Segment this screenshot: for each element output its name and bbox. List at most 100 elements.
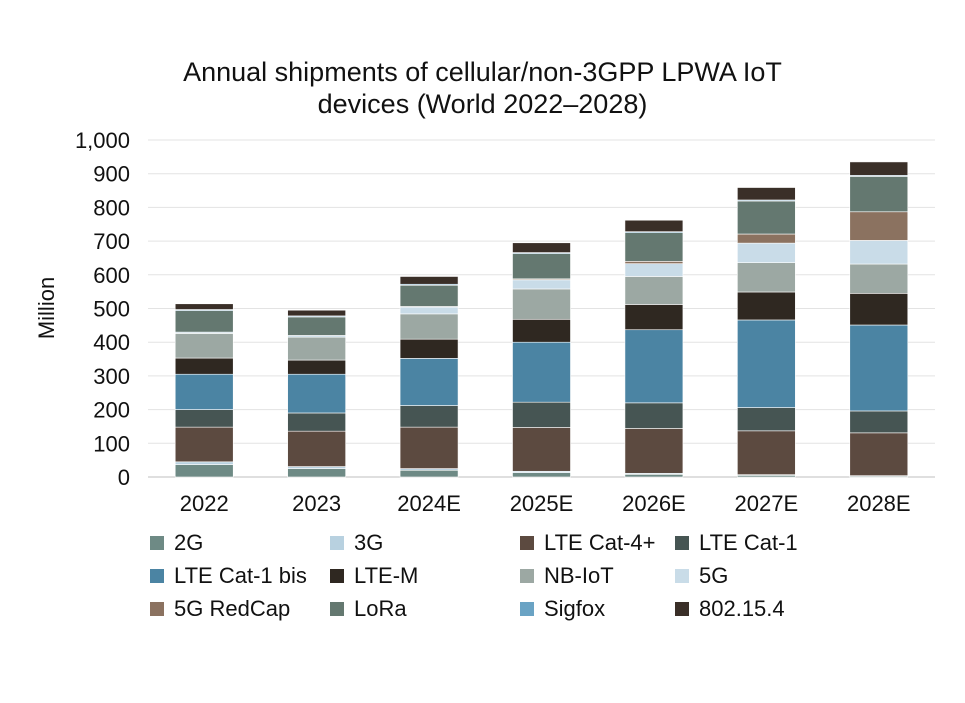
legend-swatch — [675, 536, 689, 550]
legend-swatch — [520, 602, 534, 616]
bar-segment — [849, 324, 909, 412]
bar-segment — [399, 306, 459, 315]
bar-stack-2022 — [174, 303, 234, 478]
bar-segment — [174, 426, 234, 463]
bar-segment — [624, 428, 684, 474]
bar-segment — [737, 262, 796, 293]
legend-swatch — [330, 536, 344, 550]
bar-segment — [287, 373, 346, 414]
x-tick-label: 2024E — [397, 491, 461, 516]
y-tick-label: 300 — [93, 364, 130, 389]
bar-segment — [512, 401, 571, 428]
y-tick-label: 700 — [93, 229, 130, 254]
bar-segment — [624, 304, 684, 331]
y-tick-label: 100 — [93, 431, 130, 456]
bar-segment — [624, 261, 684, 264]
y-tick-label: 600 — [93, 263, 130, 288]
y-tick-label: 800 — [93, 195, 130, 220]
x-tick-label: 2025E — [510, 491, 574, 516]
bar-segment — [849, 176, 909, 213]
y-axis-ticks: 0 100 200 300 400 500 600 700 800 900 1,000 — [75, 128, 130, 490]
bar-stack-2025E — [512, 242, 571, 478]
bar-segment — [287, 430, 346, 467]
bar-segment — [512, 242, 571, 253]
bar-segment — [849, 211, 909, 241]
legend-label: Sigfox — [544, 596, 606, 621]
bar-segment — [624, 232, 684, 262]
x-tick-label: 2023 — [292, 491, 341, 516]
bar-stack-2028E — [849, 161, 909, 478]
bar-segment — [737, 200, 796, 235]
bar-segment — [737, 430, 796, 475]
legend-item: NB-IoT — [520, 563, 614, 589]
legend-item: 3G — [330, 530, 383, 556]
bar-segment — [512, 472, 571, 478]
x-tick-label: 2026E — [622, 491, 686, 516]
bar-segment — [399, 313, 459, 340]
x-tick-label: 2028E — [847, 491, 911, 516]
bar-segment — [399, 284, 459, 307]
bar-segment — [737, 233, 796, 244]
legend-label: 802.15.4 — [699, 596, 785, 621]
bar-segment — [849, 410, 909, 434]
bar-segment — [849, 263, 909, 294]
bar-segment — [512, 253, 571, 280]
legend-label: 3G — [354, 530, 384, 555]
legend-label: NB-IoT — [544, 563, 614, 588]
bar-segment — [399, 469, 459, 478]
legend-label: LoRa — [354, 596, 407, 621]
legend-item: 5G RedCap — [150, 596, 290, 622]
legend-swatch — [675, 569, 689, 583]
bar-segment — [624, 276, 684, 305]
bar-segment — [399, 405, 459, 428]
legend-label: LTE Cat-1 bis — [174, 563, 307, 588]
legend-item: LTE Cat-1 — [675, 530, 798, 556]
bar-segment — [399, 338, 459, 359]
bar-stack-2023 — [287, 309, 346, 478]
legend-label: 2G — [174, 530, 204, 555]
legend-swatch — [675, 602, 689, 616]
legend-label: 5G RedCap — [174, 596, 291, 621]
legend-swatch — [150, 569, 164, 583]
legend-item: LoRa — [330, 596, 407, 622]
legend-item: LTE-M — [330, 563, 418, 589]
x-tick-label: 2022 — [180, 491, 229, 516]
legend-swatch — [330, 602, 344, 616]
bar-segment — [287, 466, 346, 469]
bar-segment — [174, 303, 234, 310]
legend-swatch — [330, 569, 344, 583]
bar-segment — [174, 357, 234, 375]
bar-segment — [849, 293, 909, 326]
y-tick-label: 200 — [93, 398, 130, 423]
bar-segment — [849, 240, 909, 265]
bar-segment — [624, 329, 684, 404]
x-tick-label: 2027E — [735, 491, 799, 516]
y-tick-label: 1,000 — [75, 128, 130, 153]
bar-segment — [512, 288, 571, 320]
legend-item: LTE Cat-4+ — [520, 530, 655, 556]
bar-segment — [849, 161, 909, 176]
bar-segment — [287, 336, 346, 361]
bar-segment — [399, 426, 459, 469]
bar-stack-2027E — [737, 187, 796, 478]
y-tick-label: 900 — [93, 162, 130, 187]
bar-segment — [399, 358, 459, 406]
bar-segment — [512, 341, 571, 403]
chart-title-line-1: Annual shipments of cellular/non-3GPP LP… — [183, 57, 782, 87]
legend-label: 5G — [699, 563, 729, 588]
bar-segment — [174, 333, 234, 359]
bar-segment — [174, 464, 234, 478]
bar-segment — [399, 276, 459, 285]
bar-segment — [849, 432, 909, 476]
bar-segment — [624, 263, 684, 277]
bar-segment — [512, 279, 571, 290]
chart-title-line-2: devices (World 2022–2028) — [317, 89, 648, 119]
bar-segment — [737, 319, 796, 408]
x-axis-ticks: 2022 2023 2024E 2025E 2026E 2027E 2028E — [180, 491, 911, 516]
bar-segment — [624, 219, 684, 232]
legend-item: 5G — [675, 563, 728, 589]
y-tick-label: 0 — [118, 465, 130, 490]
bars — [174, 161, 909, 478]
bar-segment — [737, 407, 796, 432]
